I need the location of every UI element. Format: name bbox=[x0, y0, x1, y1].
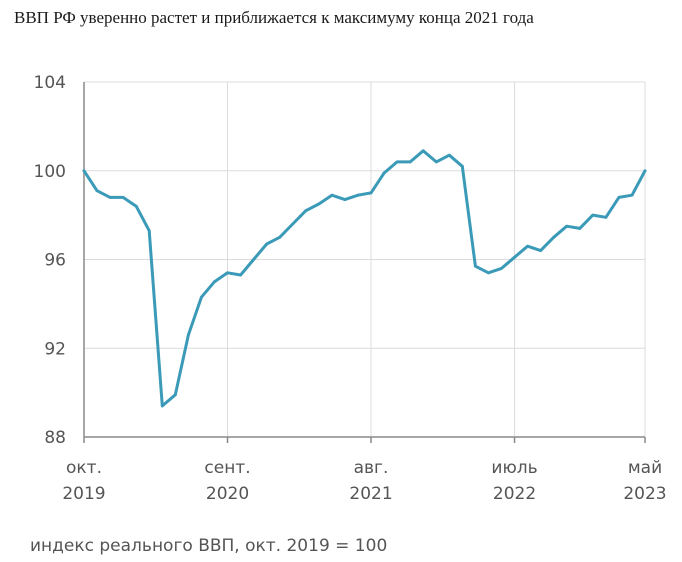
x-tick-label-month: июль bbox=[491, 458, 537, 478]
data-point bbox=[213, 280, 216, 284]
data-point bbox=[565, 224, 569, 228]
data-point bbox=[186, 333, 190, 337]
data-point bbox=[369, 191, 373, 195]
data-point bbox=[382, 171, 386, 175]
data-point bbox=[239, 273, 242, 277]
data-point bbox=[434, 160, 438, 164]
x-tick-label-year: 2023 bbox=[623, 484, 666, 504]
data-point bbox=[317, 202, 321, 206]
data-point bbox=[291, 222, 295, 226]
data-point bbox=[408, 160, 412, 164]
data-point bbox=[343, 198, 347, 201]
gridlines bbox=[83, 81, 646, 438]
data-point bbox=[200, 295, 203, 299]
chart-footnote: индекс реального ВВП, окт. 2019 = 100 bbox=[30, 536, 388, 556]
x-tick-label-year: 2022 bbox=[493, 484, 536, 504]
data-point bbox=[617, 195, 621, 199]
data-point bbox=[539, 249, 543, 253]
data-point bbox=[265, 242, 269, 246]
data-point bbox=[252, 258, 256, 261]
data-point bbox=[395, 160, 399, 164]
x-tick-label-month: сент. bbox=[204, 458, 250, 478]
x-tick-label-year: 2019 bbox=[62, 484, 105, 504]
series-layer bbox=[82, 149, 647, 408]
data-point bbox=[226, 271, 229, 275]
x-tick-label-year: 2021 bbox=[349, 484, 392, 504]
y-tick-label: 100 bbox=[34, 162, 66, 182]
data-point bbox=[134, 204, 138, 208]
data-point bbox=[147, 229, 151, 233]
data-point bbox=[513, 255, 516, 259]
data-point bbox=[160, 404, 164, 408]
x-tick-label-month: май bbox=[628, 458, 662, 478]
x-tick-label-year: 2020 bbox=[206, 484, 249, 504]
data-point bbox=[552, 235, 556, 239]
data-point bbox=[108, 195, 112, 199]
x-tick-label-month: авг. bbox=[354, 458, 389, 478]
data-point bbox=[500, 266, 503, 270]
data-point bbox=[304, 209, 308, 213]
y-tick-label: 88 bbox=[44, 428, 66, 448]
data-point bbox=[578, 227, 582, 230]
data-point bbox=[82, 169, 86, 173]
chart-title: ВВП РФ уверенно растет и приближается к … bbox=[14, 8, 534, 27]
data-point bbox=[121, 195, 125, 199]
data-point bbox=[630, 193, 634, 197]
series-line-gdp bbox=[82, 149, 647, 408]
y-axis: 88 92 96 100 104 bbox=[34, 73, 66, 448]
data-point bbox=[473, 264, 477, 268]
x-axis: окт. 2019 сент. 2020 авг. 2021 июль 2022 май 2023 bbox=[62, 437, 667, 504]
data-point bbox=[173, 393, 177, 397]
data-point bbox=[487, 271, 490, 275]
data-point bbox=[330, 193, 334, 197]
data-point bbox=[526, 244, 529, 248]
y-tick-label: 96 bbox=[44, 251, 66, 271]
data-point bbox=[643, 169, 647, 173]
y-tick-label: 104 bbox=[34, 73, 66, 93]
data-point bbox=[421, 149, 425, 153]
x-tick-label-month: окт. bbox=[66, 458, 102, 478]
data-point bbox=[447, 153, 451, 157]
data-point bbox=[591, 213, 595, 217]
data-point bbox=[95, 189, 99, 193]
data-point bbox=[604, 215, 608, 219]
data-point bbox=[460, 164, 464, 168]
data-point bbox=[278, 235, 282, 239]
y-tick-label: 92 bbox=[44, 339, 66, 359]
data-point bbox=[356, 193, 360, 197]
